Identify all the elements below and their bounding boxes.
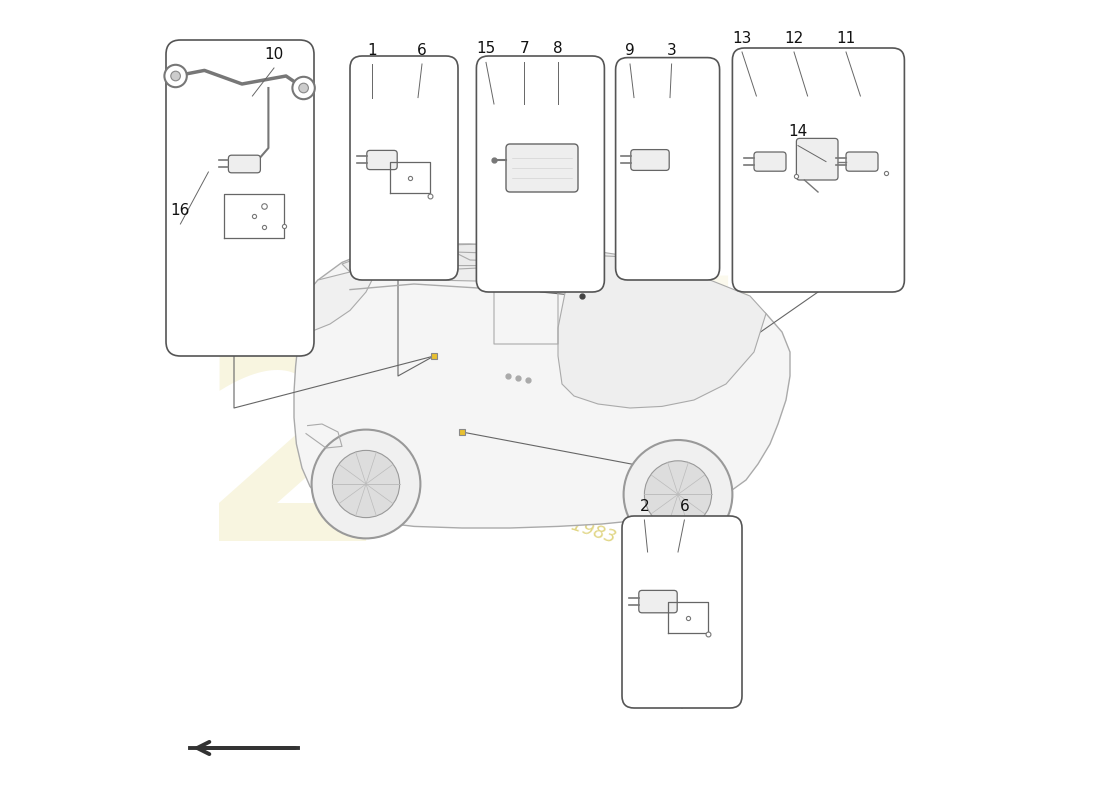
Text: 1: 1 xyxy=(367,42,377,58)
Circle shape xyxy=(170,71,180,81)
Circle shape xyxy=(164,65,187,87)
Text: 2: 2 xyxy=(639,498,649,514)
Text: 7: 7 xyxy=(519,41,529,56)
Text: 12: 12 xyxy=(784,30,804,46)
Circle shape xyxy=(332,450,399,518)
Circle shape xyxy=(299,83,308,93)
Text: 16: 16 xyxy=(170,202,190,218)
Text: 14: 14 xyxy=(789,124,807,139)
FancyBboxPatch shape xyxy=(616,58,719,280)
FancyBboxPatch shape xyxy=(366,150,397,170)
Text: 3: 3 xyxy=(667,42,676,58)
Text: 13: 13 xyxy=(733,30,751,46)
FancyBboxPatch shape xyxy=(621,516,742,708)
Text: 2: 2 xyxy=(197,329,390,599)
Circle shape xyxy=(311,430,420,538)
Polygon shape xyxy=(390,244,670,282)
FancyBboxPatch shape xyxy=(630,150,669,170)
FancyBboxPatch shape xyxy=(506,144,578,192)
Text: 15: 15 xyxy=(476,41,496,56)
Polygon shape xyxy=(558,254,766,408)
FancyBboxPatch shape xyxy=(350,56,458,280)
Text: 8: 8 xyxy=(553,41,563,56)
FancyBboxPatch shape xyxy=(796,138,838,180)
Text: 9: 9 xyxy=(625,42,635,58)
FancyBboxPatch shape xyxy=(846,152,878,171)
Text: 11: 11 xyxy=(836,30,856,46)
Text: 10: 10 xyxy=(264,46,284,62)
FancyBboxPatch shape xyxy=(476,56,604,292)
FancyBboxPatch shape xyxy=(733,48,904,292)
Text: 6: 6 xyxy=(680,498,690,514)
Circle shape xyxy=(293,77,315,99)
Text: a passion for parts since 1983: a passion for parts since 1983 xyxy=(354,446,618,546)
Polygon shape xyxy=(342,246,574,282)
FancyBboxPatch shape xyxy=(166,40,314,356)
Circle shape xyxy=(645,461,712,528)
Text: autost
rasse: autost rasse xyxy=(349,269,751,499)
FancyBboxPatch shape xyxy=(754,152,786,171)
Polygon shape xyxy=(294,244,790,528)
Circle shape xyxy=(624,440,733,549)
Polygon shape xyxy=(298,272,374,336)
FancyBboxPatch shape xyxy=(639,590,678,613)
FancyBboxPatch shape xyxy=(229,155,261,173)
Text: 6: 6 xyxy=(417,42,427,58)
